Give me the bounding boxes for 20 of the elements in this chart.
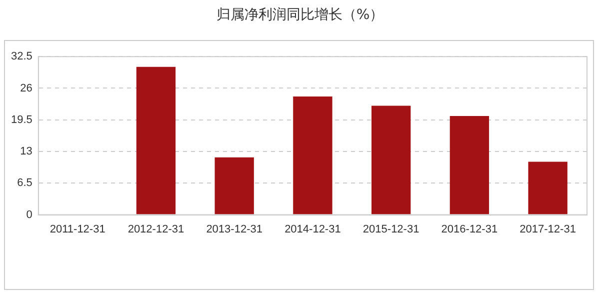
x-tick-label: 2011-12-31 <box>50 223 106 236</box>
bar <box>528 162 568 214</box>
x-tick-label: 2013-12-31 <box>206 223 262 236</box>
bar <box>450 116 490 214</box>
bar <box>136 66 176 214</box>
y-tick-label: 26 <box>20 82 32 94</box>
x-tick-label: 2017-12-31 <box>520 223 576 236</box>
bar <box>371 106 411 214</box>
x-tick-label: 2014-12-31 <box>284 223 341 236</box>
bar <box>214 157 254 214</box>
x-tick-label: 2016-12-31 <box>441 223 498 236</box>
bar <box>293 96 332 214</box>
y-tick-label: 0 <box>26 208 32 221</box>
chart-title: 归属净利润同比增长（%） <box>215 6 385 24</box>
y-tick-label: 32.5 <box>10 50 32 63</box>
y-tick-label: 19.5 <box>10 114 32 126</box>
x-tick-label: 2012-12-31 <box>128 223 184 236</box>
y-tick-label: 6.5 <box>17 177 32 190</box>
x-tick-label: 2015-12-31 <box>362 223 420 236</box>
y-tick-label: 13 <box>20 146 32 158</box>
